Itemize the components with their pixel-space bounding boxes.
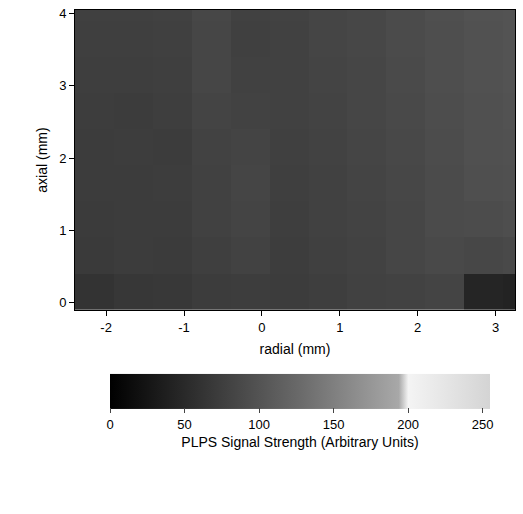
svg-text:1: 1: [59, 223, 66, 238]
svg-text:3: 3: [492, 320, 499, 335]
svg-text:2: 2: [414, 320, 421, 335]
svg-text:radial (mm): radial (mm): [260, 341, 331, 357]
svg-text:50: 50: [177, 417, 191, 432]
svg-text:PLPS Signal Strength (Arbitrar: PLPS Signal Strength (Arbitrary Units): [181, 434, 418, 450]
svg-text:axial (mm): axial (mm): [34, 127, 50, 192]
svg-text:4: 4: [59, 6, 66, 21]
svg-text:3: 3: [59, 78, 66, 93]
svg-text:100: 100: [248, 417, 270, 432]
svg-text:2: 2: [59, 151, 66, 166]
svg-text:0: 0: [258, 320, 265, 335]
svg-text:0: 0: [59, 295, 66, 310]
svg-text:-2: -2: [100, 320, 112, 335]
svg-text:250: 250: [472, 417, 494, 432]
svg-text:150: 150: [323, 417, 345, 432]
svg-text:-1: -1: [178, 320, 190, 335]
svg-text:1: 1: [336, 320, 343, 335]
svg-text:200: 200: [397, 417, 419, 432]
svg-text:0: 0: [106, 417, 113, 432]
